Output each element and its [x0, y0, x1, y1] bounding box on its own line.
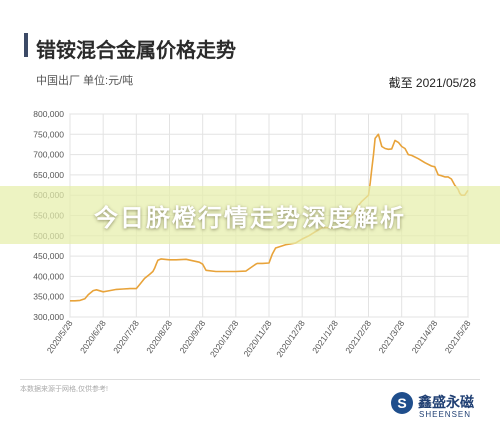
x-tick-label: 2021/2/28 — [343, 318, 373, 355]
title-accent-bar — [24, 33, 28, 57]
y-tick-label: 450,000 — [33, 251, 64, 261]
footer-divider — [20, 379, 480, 380]
y-tick-label: 650,000 — [33, 170, 64, 180]
x-tick-label: 2020/9/28 — [177, 318, 207, 355]
x-tick-label: 2020/8/28 — [144, 318, 174, 355]
y-tick-label: 350,000 — [33, 292, 64, 302]
y-tick-label: 300,000 — [33, 312, 64, 322]
x-tick-label: 2020/6/28 — [78, 318, 108, 355]
as-of-date: 截至 2021/05/28 — [388, 76, 476, 90]
y-tick-label: 700,000 — [33, 150, 64, 160]
overlay-banner — [0, 186, 500, 244]
x-tick-label: 2020/7/28 — [111, 318, 141, 355]
x-tick-label: 2020/10/28 — [208, 318, 241, 359]
y-tick-label: 800,000 — [33, 109, 64, 119]
x-tick-label: 2021/5/28 — [443, 318, 473, 355]
x-tick-label: 2021/3/28 — [376, 318, 406, 355]
overlay-banner-text: 今日脐橙行情走势深度解析 — [94, 205, 406, 232]
chart-title: 错铵混合金属价格走势 — [36, 40, 236, 62]
brand-name-cn: 鑫盛永磁 — [418, 394, 474, 410]
brand-name-en: SHEENSEN — [419, 410, 472, 419]
x-tick-label: 2020/5/28 — [45, 318, 75, 355]
data-source-note: 本数据来源于网格,仅供参考! — [20, 386, 108, 393]
x-tick-label: 2021/4/28 — [410, 318, 440, 355]
y-tick-label: 400,000 — [33, 271, 64, 281]
line-chart: 300,000350,000400,000450,000500,000550,0… — [33, 109, 473, 359]
x-tick-label: 2020/12/28 — [274, 318, 307, 359]
y-tick-label: 750,000 — [33, 129, 64, 139]
brand-logo-icon: S — [391, 392, 413, 414]
x-tick-label: 2021/1/28 — [310, 318, 340, 355]
x-tick-label: 2020/11/28 — [241, 318, 273, 358]
chart-subtitle: 中国出厂 单位:元/吨 — [36, 75, 134, 87]
